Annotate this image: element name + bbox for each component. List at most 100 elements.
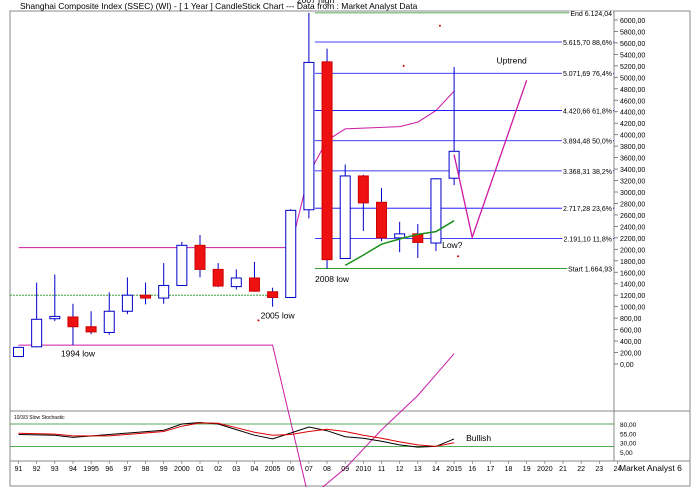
x-tick-label: 23	[595, 466, 603, 473]
x-tick-label: 14	[432, 466, 440, 473]
y-tick-label: 5000,00	[620, 75, 645, 82]
fib-level-label: 5.615,70 88,6%	[563, 40, 612, 47]
fib-label-bg	[562, 236, 613, 244]
candle-bear	[67, 316, 79, 328]
fib-level-label: 5.071,69 76,4%	[563, 71, 612, 78]
candle-bull	[103, 310, 115, 333]
chart-annotation: 2008 low	[315, 274, 350, 284]
y-tick-label: 2400,00	[620, 224, 645, 231]
fib-label-bg	[561, 206, 613, 214]
x-tick-label: 2020	[537, 466, 553, 473]
outlier-dot	[438, 24, 441, 27]
stoch-tick-label: 55,00	[620, 431, 637, 438]
y-tick-label: 5200,00	[620, 64, 645, 71]
candle-bull	[49, 315, 61, 320]
candle-bear	[140, 294, 152, 299]
fib-level-label: 3.894,48 50,0%	[563, 139, 612, 146]
x-tick-label: 09	[341, 466, 349, 473]
stoch-series-line	[18, 422, 455, 447]
indicator-band	[10, 90, 455, 492]
annotations: 2007 high 2008 low 2005 low 1994 low Low? Upt…	[61, 0, 527, 359]
x-tick-label: 1995	[83, 466, 99, 473]
candle-bull	[230, 277, 242, 288]
candlesticks	[13, 12, 460, 358]
x-tick-label: 24	[614, 466, 622, 473]
candle-bear	[85, 326, 97, 333]
price-axis-ticks: 6000,00 5800,00 5600,00 5400,00 5200,00 5000,…	[614, 18, 645, 369]
y-tick-label: 800,00	[620, 316, 642, 323]
x-tick-label: 22	[577, 466, 585, 473]
y-tick-label: 3200,00	[620, 179, 645, 186]
candle-bull	[303, 61, 315, 211]
fib-label-bg	[569, 10, 614, 18]
candle-bull	[430, 178, 442, 244]
candle-bull	[394, 233, 406, 239]
candle-bear	[357, 175, 369, 204]
stoch-annotation: Bullish	[466, 433, 491, 443]
stoch-series-line	[18, 421, 455, 448]
y-tick-label: 1600,00	[620, 270, 645, 277]
x-tick-label: 11	[378, 466, 385, 473]
x-tick-label: 92	[33, 466, 41, 473]
candle-bull	[448, 150, 460, 179]
y-tick-label: 600,00	[620, 328, 642, 335]
y-tick-label: 0,00	[620, 362, 634, 369]
y-tick-label: 3000,00	[620, 190, 645, 197]
candle-bull	[13, 346, 24, 358]
y-tick-label: 5600,00	[620, 41, 645, 48]
fib-level-label: 3.368,31 38,2%	[563, 169, 612, 176]
y-tick-label: 3600,00	[620, 156, 645, 163]
stoch-tick-label: 30,00	[620, 441, 637, 448]
fib-label-bg	[561, 168, 613, 176]
x-tick-label: 04	[251, 466, 259, 473]
x-tick-label: 2015	[446, 466, 462, 473]
y-tick-label: 4800,00	[620, 87, 645, 94]
x-tick-label: 98	[142, 466, 150, 473]
fibonacci-levels: End 6.124,04 5.615,70 88,6% 5.071,69 76,4%…	[314, 10, 614, 274]
x-tick-label: 97	[124, 466, 132, 473]
y-tick-label: 1800,00	[620, 259, 645, 266]
fib-label-bg	[561, 108, 613, 116]
moving-average-line	[344, 220, 455, 267]
y-tick-label: 2000,00	[620, 247, 645, 254]
candle-bear	[212, 268, 224, 287]
stoch-tick-label: 5,00	[620, 450, 633, 457]
y-tick-label: 200,00	[620, 351, 642, 358]
x-tick-label: 12	[396, 466, 404, 473]
stochastic: 80,00 55,00 30,00 5,00 Bullish	[10, 421, 637, 457]
stoch-tick-label: 80,00	[620, 422, 637, 429]
candle-bear	[267, 291, 279, 298]
candle-bull	[176, 244, 188, 286]
x-tick-label: 2010	[356, 466, 372, 473]
outlier-dot	[457, 255, 460, 258]
x-tick-label: 19	[523, 466, 531, 473]
fib-level-label: End 6.124,04	[570, 11, 612, 18]
x-tick-label: 96	[105, 466, 113, 473]
overlay-lines	[257, 24, 528, 322]
chart-annotation: 2005 low	[261, 311, 296, 321]
chart-annotation: Low?	[442, 240, 463, 250]
candle-bear	[376, 201, 387, 239]
fib-label-bg	[561, 138, 613, 146]
x-tick-label: 06	[287, 466, 295, 473]
candle-bear	[194, 244, 206, 270]
candle-bear	[248, 277, 260, 292]
stochastic-title: 10/3/3 Slow Stochastic	[14, 415, 65, 421]
x-tick-label: 2005	[265, 466, 281, 473]
x-tick-label: 02	[214, 466, 222, 473]
y-tick-label: 1400,00	[620, 282, 645, 289]
time-axis-panel	[9, 460, 691, 487]
fib-level-label: 2.717,28 23,6%	[563, 206, 612, 213]
price-axis-panel	[613, 10, 691, 412]
y-tick-label: 2200,00	[620, 236, 645, 243]
x-tick-label: 07	[305, 466, 313, 473]
fib-level-label: 2.191,10 11,8%	[563, 236, 612, 243]
chart-annotation: Uptrend	[497, 56, 528, 66]
y-tick-label: 4400,00	[620, 110, 645, 117]
y-tick-label: 6000,00	[620, 18, 645, 25]
chart-annotation: 2007 high	[297, 0, 335, 5]
fib-level-label: 4.420,66 61,8%	[563, 109, 612, 116]
x-tick-label: 08	[323, 466, 331, 473]
